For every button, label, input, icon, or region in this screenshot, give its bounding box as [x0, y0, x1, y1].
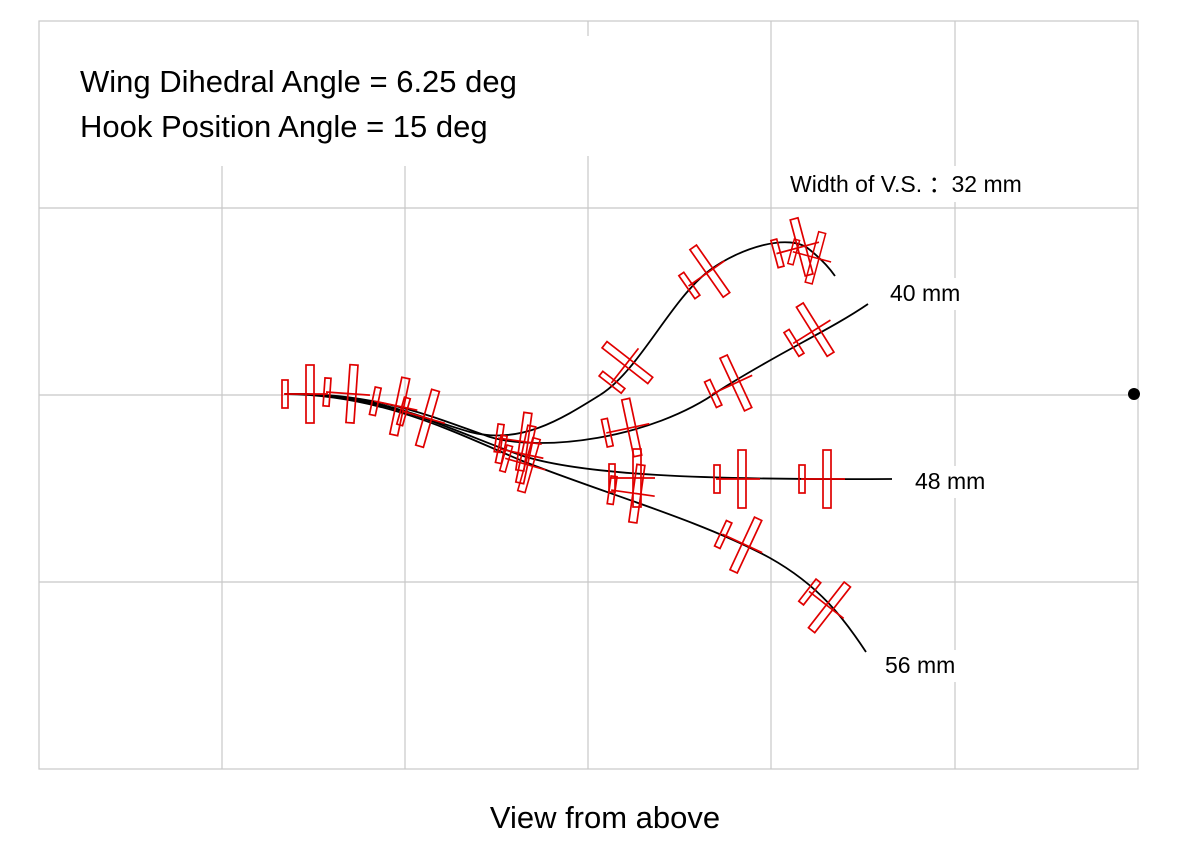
trajectory-label-56mm: 56 mm — [885, 652, 955, 678]
glider-marker-common-1 — [281, 364, 328, 424]
glider-marker-56mm-20 — [797, 577, 852, 634]
trajectory-40mm — [284, 303, 869, 444]
grid — [38, 20, 1139, 770]
glider-marker-40mm-13 — [703, 353, 753, 413]
glider-marker-56mm-19 — [713, 515, 763, 575]
vs-width-label: Width of V.S. ：32 mm — [790, 171, 1022, 197]
trajectory-32mm — [284, 241, 836, 437]
glider-marker-40mm-14 — [782, 301, 836, 358]
launch-point-marker — [1128, 388, 1140, 400]
glider-marker-32mm-9 — [677, 243, 731, 300]
glider-marker-common-3 — [368, 376, 418, 437]
glider-marker-32mm-8 — [597, 340, 654, 395]
glider-marker-40mm-12 — [600, 397, 650, 458]
caption: View from above — [490, 800, 720, 835]
trajectory-label-40mm: 40 mm — [890, 280, 960, 306]
trajectory-label-48mm: 48 mm — [915, 468, 985, 494]
hook-position-label: Hook Position Angle = 15 deg — [80, 109, 488, 144]
glider-marker-common-2 — [322, 363, 370, 424]
glider-marker-48mm-15 — [608, 448, 655, 508]
glider-marker-common-7 — [498, 436, 546, 494]
glider-marker-32mm-11 — [786, 230, 832, 285]
trajectory-56mm — [284, 393, 867, 653]
glider-marker-48mm-17 — [798, 449, 845, 509]
glider-markers — [281, 216, 852, 634]
glider-marker-48mm-16 — [713, 449, 760, 509]
dihedral-angle-label: Wing Dihedral Angle = 6.25 deg — [80, 64, 517, 99]
glider-marker-56mm-18 — [606, 463, 655, 524]
glider-marker-common-4 — [395, 388, 446, 449]
